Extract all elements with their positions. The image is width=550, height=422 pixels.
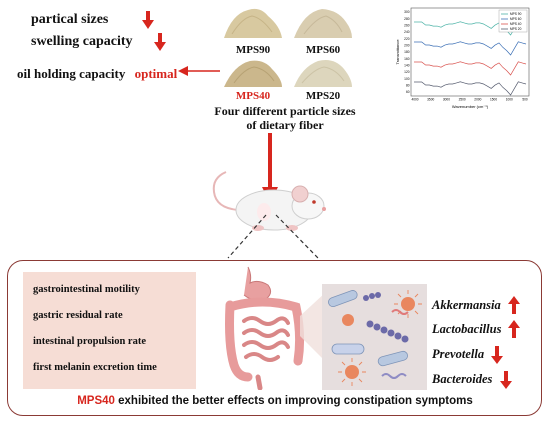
ftir-series-line — [414, 41, 527, 56]
microbiota-illustration — [322, 284, 427, 390]
particle-sizes-label: partical sizes — [31, 12, 109, 27]
powder-mps60 — [294, 9, 352, 38]
ftir-legend-label: MPS 40 — [510, 22, 522, 26]
bacteria-lactobacillus: Lactobacillus — [432, 322, 502, 336]
zoom-connector — [300, 292, 326, 362]
ftir-x-ticks: 4000 3500 3000 2500 2000 1500 1000 500 — [411, 98, 527, 102]
property-particle-sizes: partical sizes — [31, 12, 108, 28]
ftir-y-tick-label: 80 — [406, 84, 410, 88]
ftir-x-tick-label: 3000 — [443, 98, 450, 102]
bacteria-bacteroides: Bacteroides — [432, 372, 493, 386]
ftir-x-tick-label: 1500 — [490, 98, 497, 102]
arrow-up-icon — [508, 320, 520, 338]
indicator-item: first melanin excretion time — [33, 362, 157, 373]
arrow-left-icon — [178, 66, 220, 76]
ftir-y-ticks: 300 280 260 240 220 200 180 160 140 120 100 80 60 — [404, 10, 410, 94]
bacteria-chain-icon — [363, 292, 409, 343]
ftir-x-tick-label: 1000 — [506, 98, 513, 102]
arrow-down-icon — [491, 346, 503, 364]
bacteria-akkermansia: Akkermansia — [432, 298, 501, 312]
digestive-tract-illustration — [225, 266, 305, 390]
powder-label-mps40: MPS40 — [235, 90, 271, 102]
bacteria-prevotella: Prevotella — [432, 347, 485, 361]
ftir-x-tick-label: 500 — [522, 98, 528, 102]
ftir-x-tick-label: 3500 — [427, 98, 434, 102]
swelling-capacity-label: swelling capacity — [31, 34, 133, 49]
ftir-y-tick-label: 240 — [404, 30, 410, 34]
bacteria-cocci-icon — [342, 297, 415, 379]
optimal-label: optimal — [134, 66, 178, 81]
property-swelling-capacity: swelling capacity — [31, 34, 133, 50]
ftir-legend-label: MPS 90 — [510, 12, 522, 16]
powder-label-mps90: MPS90 — [235, 44, 271, 56]
bacteria-rod-icon — [328, 290, 408, 367]
ftir-y-tick-label: 220 — [404, 37, 410, 41]
results-panel — [7, 260, 542, 416]
ftir-legend-label: MPS 20 — [510, 27, 522, 31]
ftir-y-tick-label: 120 — [404, 70, 410, 74]
property-oil-holding: oil holding capacity optimal — [17, 66, 177, 82]
ftir-series-line — [414, 61, 527, 76]
powder-label-mps60: MPS60 — [305, 44, 341, 56]
powders-caption-line1: Four different particle sizes — [214, 104, 356, 118]
ftir-y-tick-label: 160 — [404, 57, 410, 61]
ftir-chart: 300 280 260 240 220 200 180 160 140 120 100 80 60 40… — [395, 7, 530, 109]
ftir-x-tick-label: 2500 — [459, 98, 466, 102]
arrow-down-icon — [142, 11, 154, 29]
indicator-item: intestinal propulsion rate — [33, 336, 146, 347]
ftir-y-tick-label: 100 — [404, 77, 410, 81]
indicator-item: gastrointestinal motility — [33, 284, 140, 295]
powder-label-mps20: MPS20 — [305, 90, 341, 102]
arrow-up-icon — [508, 296, 520, 314]
conclusion-text: MPS40 exhibited the better effects on im… — [0, 395, 550, 407]
ftir-ylabel: Transmittance — [395, 39, 400, 65]
ftir-y-tick-label: 260 — [404, 24, 410, 28]
ftir-y-tick-label: 180 — [404, 50, 410, 54]
powder-mps40 — [224, 60, 282, 87]
powders-caption-line2: of dietary fiber — [246, 118, 324, 132]
powder-mps90 — [224, 8, 282, 38]
powder-mps20 — [294, 60, 352, 87]
ftir-y-tick-label: 60 — [406, 90, 410, 94]
indicator-box — [23, 272, 196, 389]
ftir-lines — [414, 21, 527, 96]
arrow-down-icon — [154, 33, 166, 51]
mouse-illustration — [212, 171, 326, 231]
indicator-item: gastric residual rate — [33, 310, 123, 321]
arrow-down-icon — [500, 371, 512, 389]
ftir-x-tick-label: 4000 — [411, 98, 418, 102]
conclusion-body: exhibited the better effects on improvin… — [114, 395, 473, 407]
ftir-y-tick-label: 300 — [404, 10, 410, 14]
ftir-y-tick-label: 200 — [404, 44, 410, 48]
ftir-y-tick-label: 280 — [404, 17, 410, 21]
ftir-x-tick-label: 2000 — [474, 98, 481, 102]
ftir-series-line — [414, 81, 527, 96]
powders-caption: Four different particle sizes of dietary… — [195, 104, 375, 132]
conclusion-highlight: MPS40 — [77, 395, 115, 407]
oil-holding-label: oil holding capacity — [17, 66, 126, 81]
ftir-y-tick-label: 140 — [404, 64, 410, 68]
ftir-xlabel: Wavenumber (cm⁻¹) — [452, 104, 489, 109]
ftir-legend-label: MPS 60 — [510, 17, 522, 21]
